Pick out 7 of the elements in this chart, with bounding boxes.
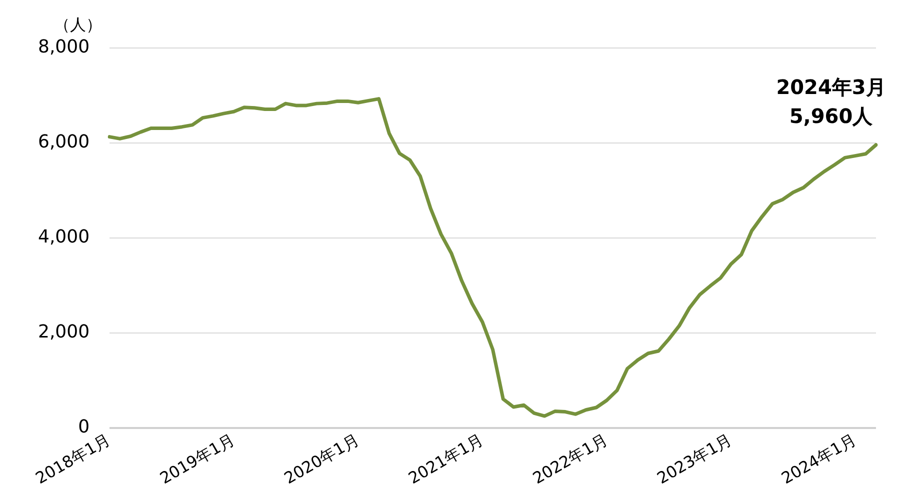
y-axis-title: （人） — [54, 15, 102, 34]
y-tick-label: 2,000 — [38, 322, 90, 343]
y-tick-label: 6,000 — [38, 132, 90, 153]
y-tick-label: 0 — [78, 416, 90, 438]
y-tick-label: 8,000 — [38, 36, 90, 58]
annotation: 2024年3月 5,960人 — [776, 74, 886, 128]
y-tick-label: 4,000 — [38, 226, 90, 248]
